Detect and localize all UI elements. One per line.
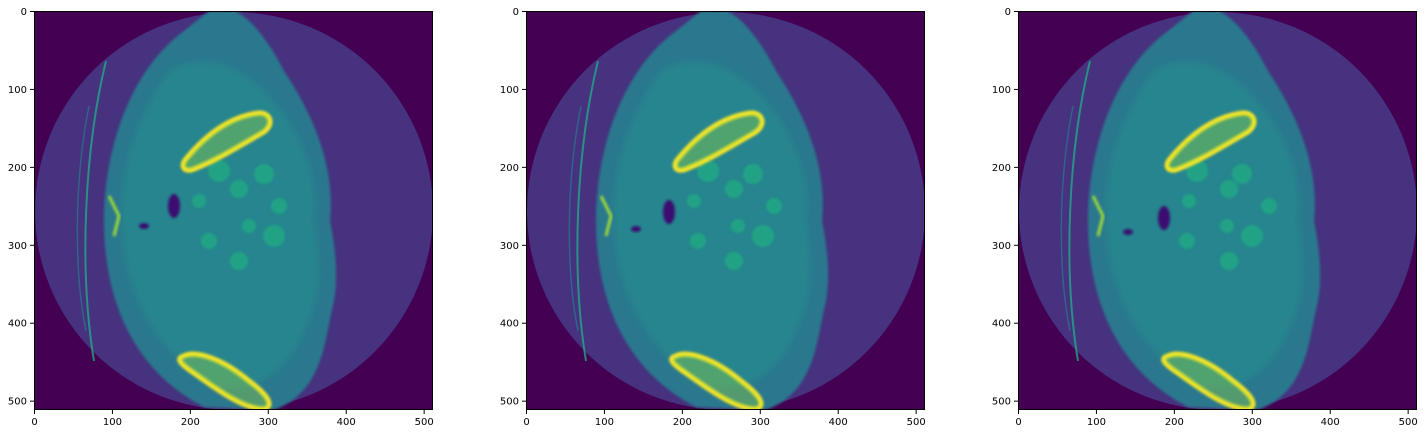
ct-image-3 bbox=[1018, 11, 1417, 410]
y-tick-label: 100 bbox=[500, 85, 519, 96]
y-tick-label: 0 bbox=[21, 7, 27, 18]
y-tick-label: 100 bbox=[8, 85, 27, 96]
y-tick-label: 400 bbox=[992, 319, 1011, 330]
y-tick-label: 200 bbox=[992, 163, 1011, 174]
y-tick-label: 300 bbox=[992, 241, 1011, 252]
x-tick-label: 500 bbox=[1399, 417, 1418, 428]
ct-image-2 bbox=[526, 11, 925, 410]
ct-panel-1: 0 100 200 300 400 500 0 100 200 300 400 500 bbox=[8, 7, 434, 428]
x-tick-label: 200 bbox=[673, 417, 692, 428]
y-tick-label: 200 bbox=[8, 163, 27, 174]
x-tick-label: 300 bbox=[751, 417, 770, 428]
ct-panel-2: 0 100 200 300 400 500 0 100 200 300 400 500 bbox=[500, 7, 926, 428]
x-tick-label: 400 bbox=[829, 417, 848, 428]
x-tick-label: 0 bbox=[523, 417, 529, 428]
x-tick-label: 200 bbox=[1165, 417, 1184, 428]
y-tick-label: 0 bbox=[513, 7, 519, 18]
y-tick-label: 500 bbox=[500, 397, 519, 408]
ct-image-1 bbox=[34, 11, 433, 410]
y-tick-label: 100 bbox=[992, 85, 1011, 96]
y-tick-label: 300 bbox=[8, 241, 27, 252]
x-tick-label: 300 bbox=[259, 417, 278, 428]
x-tick-label: 200 bbox=[181, 417, 200, 428]
x-tick-label: 0 bbox=[1015, 417, 1021, 428]
y-tick-label: 200 bbox=[500, 163, 519, 174]
x-tick-label: 500 bbox=[415, 417, 434, 428]
x-tick-label: 100 bbox=[103, 417, 122, 428]
x-tick-label: 400 bbox=[337, 417, 356, 428]
x-tick-label: 400 bbox=[1321, 417, 1340, 428]
x-tick-label: 300 bbox=[1243, 417, 1262, 428]
y-tick-label: 500 bbox=[8, 397, 27, 408]
x-tick-label: 100 bbox=[595, 417, 614, 428]
ct-panel-3: 0 100 200 300 400 500 0 100 200 300 400 500 bbox=[992, 7, 1418, 428]
y-tick-label: 400 bbox=[8, 319, 27, 330]
y-tick-label: 300 bbox=[500, 241, 519, 252]
axes-frame-3 bbox=[1018, 11, 1417, 410]
x-tick-label: 0 bbox=[31, 417, 37, 428]
axes-frame-2 bbox=[526, 11, 925, 410]
x-tick-label: 100 bbox=[1087, 417, 1106, 428]
y-tick-label: 400 bbox=[500, 319, 519, 330]
y-tick-label: 0 bbox=[1005, 7, 1011, 18]
x-tick-label: 500 bbox=[907, 417, 926, 428]
axes-frame-1 bbox=[34, 11, 433, 410]
y-tick-label: 500 bbox=[992, 397, 1011, 408]
